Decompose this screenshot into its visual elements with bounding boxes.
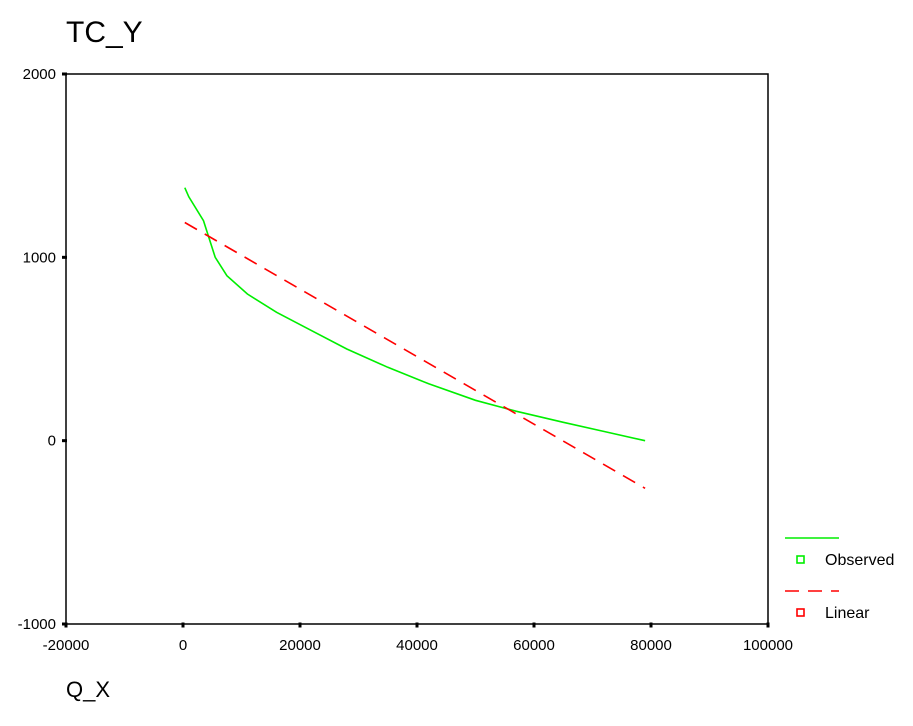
y-tick-mark [62, 255, 67, 259]
x-tick-mark [415, 622, 419, 628]
x-tick-label: -20000 [43, 637, 90, 654]
legend-linear-marker [796, 608, 805, 617]
series-linear-line [184, 221, 646, 489]
y-tick-label: 2000 [23, 66, 56, 83]
legend-observed-marker [796, 555, 805, 564]
y-tick-label: 1000 [23, 249, 56, 266]
y-tick-label: 0 [48, 433, 56, 450]
axis-ticks: -20000 0 20000 40000 60000 80000 100000 -1000 0 1… [18, 66, 793, 654]
x-tick-label: 40000 [396, 637, 438, 654]
y-tick-mark [62, 622, 67, 626]
x-tick-mark [298, 622, 302, 628]
series-observed-line [184, 187, 646, 442]
legend: Observed Linear [785, 537, 894, 622]
x-tick-label: 60000 [513, 637, 555, 654]
x-tick-mark [649, 622, 653, 628]
plot-area [65, 73, 769, 625]
legend-linear-label: Linear [825, 605, 870, 622]
x-tick-label: 80000 [630, 637, 672, 654]
x-tick-mark [181, 622, 185, 628]
legend-observed-label: Observed [825, 552, 894, 569]
x-tick-mark [766, 622, 770, 628]
x-tick-mark [532, 622, 536, 628]
series-layer [184, 187, 646, 489]
x-tick-label: 100000 [743, 637, 793, 654]
x-tick-label: 0 [179, 637, 187, 654]
x-tick-label: 20000 [279, 637, 321, 654]
x-axis-label: Q_X [66, 677, 110, 702]
y-tick-mark [62, 439, 67, 443]
y-tick-mark [62, 72, 67, 76]
y-tick-label: -1000 [18, 616, 56, 633]
chart-title: TC_Y [66, 16, 143, 49]
